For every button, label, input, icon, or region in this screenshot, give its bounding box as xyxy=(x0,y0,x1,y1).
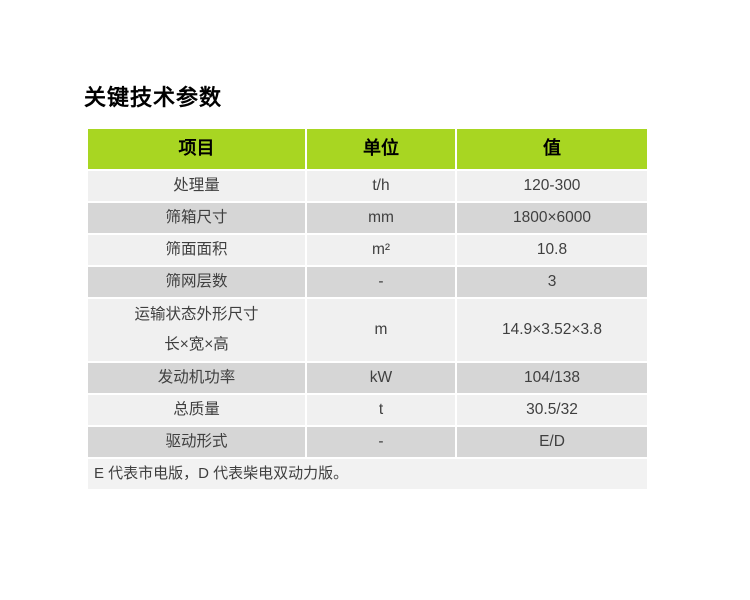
table-cell-unit: m xyxy=(307,299,455,361)
item-line-2: 长×宽×高 xyxy=(164,335,229,353)
table-cell-item: 处理量 xyxy=(88,171,305,201)
table-cell-unit: mm xyxy=(307,203,455,233)
page-title: 关键技术参数 xyxy=(84,85,223,110)
parameters-table: 项目 单位 值 处理量 t/h 120-300 筛箱尺寸 mm 1800×600… xyxy=(88,129,647,489)
table-cell-value: 10.8 xyxy=(457,235,647,265)
table-cell-item: 发动机功率 xyxy=(88,363,305,393)
table-cell-unit: kW xyxy=(307,363,455,393)
table-cell-unit: - xyxy=(307,267,455,297)
table-cell-item: 筛箱尺寸 xyxy=(88,203,305,233)
table-cell-item: 筛面面积 xyxy=(88,235,305,265)
table-cell-item: 筛网层数 xyxy=(88,267,305,297)
item-line-1: 运输状态外形尺寸 xyxy=(134,305,259,323)
table-cell-item: 运输状态外形尺寸 长×宽×高 xyxy=(88,299,305,361)
column-header-value: 值 xyxy=(457,129,647,169)
table-cell-value: 14.9×3.52×3.8 xyxy=(457,299,647,361)
column-header-unit: 单位 xyxy=(307,129,455,169)
table-cell-unit: t/h xyxy=(307,171,455,201)
table-cell-value: 104/138 xyxy=(457,363,647,393)
table-footnote: E 代表市电版，D 代表柴电双动力版。 xyxy=(88,459,647,489)
table-cell-value: 30.5/32 xyxy=(457,395,647,425)
table-cell-value: 3 xyxy=(457,267,647,297)
table-cell-unit: - xyxy=(307,427,455,457)
table-cell-value: 1800×6000 xyxy=(457,203,647,233)
table-cell-item: 总质量 xyxy=(88,395,305,425)
table-cell-value: E/D xyxy=(457,427,647,457)
table-cell-unit: m² xyxy=(307,235,455,265)
table-cell-item: 驱动形式 xyxy=(88,427,305,457)
table-cell-unit: t xyxy=(307,395,455,425)
column-header-item: 项目 xyxy=(88,129,305,169)
table-cell-value: 120-300 xyxy=(457,171,647,201)
